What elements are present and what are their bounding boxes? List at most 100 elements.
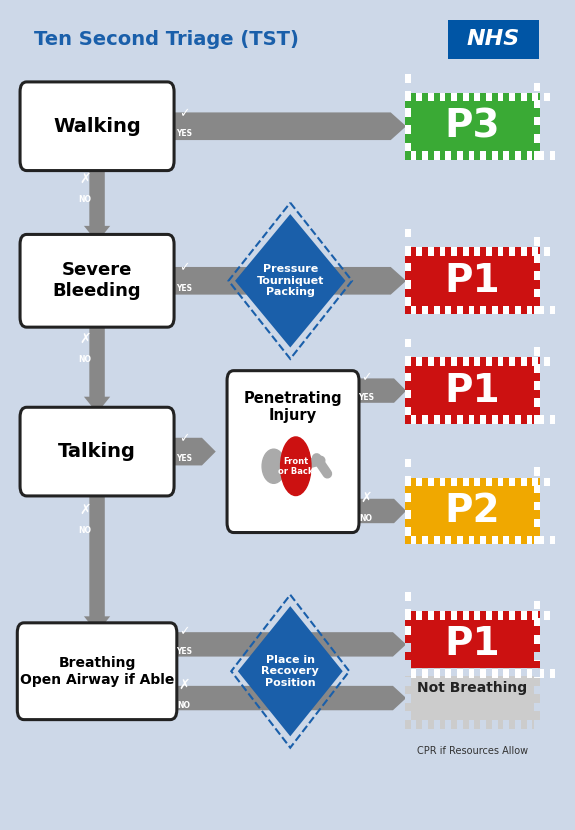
Text: P1: P1: [444, 261, 500, 300]
Bar: [451, 611, 457, 619]
Bar: [497, 93, 503, 101]
Text: ✓: ✓: [179, 107, 189, 120]
Bar: [492, 720, 497, 729]
Bar: [439, 477, 446, 486]
Bar: [515, 415, 521, 424]
Bar: [486, 93, 492, 101]
Bar: [532, 477, 538, 486]
Bar: [439, 357, 446, 366]
Bar: [405, 609, 411, 618]
Bar: [474, 611, 480, 619]
Text: Front
or Back: Front or Back: [278, 457, 313, 476]
Bar: [434, 669, 439, 678]
Bar: [405, 459, 411, 467]
Bar: [428, 477, 434, 486]
Bar: [550, 536, 555, 544]
Bar: [538, 720, 544, 729]
Bar: [463, 93, 469, 101]
Text: Walking: Walking: [53, 117, 141, 136]
Bar: [527, 151, 532, 159]
Polygon shape: [352, 378, 406, 403]
Bar: [544, 477, 550, 486]
FancyBboxPatch shape: [20, 408, 174, 496]
Bar: [405, 611, 540, 678]
Bar: [474, 477, 480, 486]
Bar: [486, 357, 492, 366]
Bar: [457, 720, 463, 729]
Bar: [405, 390, 411, 398]
Bar: [405, 355, 411, 364]
Bar: [480, 415, 486, 424]
Bar: [503, 536, 509, 544]
FancyArrowPatch shape: [317, 458, 327, 474]
Bar: [405, 711, 411, 720]
FancyArrowPatch shape: [286, 461, 321, 470]
Bar: [509, 357, 515, 366]
Bar: [509, 667, 515, 676]
Bar: [422, 536, 428, 544]
Bar: [534, 134, 540, 143]
Bar: [405, 477, 540, 544]
Bar: [405, 643, 411, 652]
Polygon shape: [167, 437, 216, 466]
Bar: [534, 519, 540, 527]
Bar: [534, 601, 540, 609]
Bar: [532, 93, 538, 101]
Bar: [503, 415, 509, 424]
Bar: [405, 247, 540, 314]
Bar: [405, 593, 411, 601]
Bar: [416, 247, 422, 256]
Bar: [538, 536, 544, 544]
Polygon shape: [84, 486, 110, 632]
Bar: [497, 357, 503, 366]
Bar: [532, 611, 538, 619]
Bar: [509, 93, 515, 101]
Text: Severe
Bleeding: Severe Bleeding: [53, 261, 141, 300]
Bar: [439, 611, 446, 619]
Bar: [405, 93, 411, 101]
Bar: [503, 669, 509, 678]
Text: NO: NO: [78, 525, 91, 535]
Text: YES: YES: [358, 393, 374, 403]
Bar: [521, 357, 527, 366]
Bar: [544, 247, 550, 256]
Bar: [422, 151, 428, 159]
Bar: [550, 305, 555, 314]
Text: YES: YES: [176, 284, 192, 293]
Bar: [544, 611, 550, 619]
Bar: [416, 357, 422, 366]
Bar: [480, 305, 486, 314]
Bar: [405, 643, 411, 652]
Bar: [457, 415, 463, 424]
Bar: [550, 720, 555, 729]
Text: ✓: ✓: [179, 261, 189, 274]
Bar: [411, 536, 416, 544]
Text: NO: NO: [78, 194, 91, 203]
Bar: [521, 247, 527, 256]
Bar: [405, 667, 540, 729]
Bar: [411, 151, 416, 159]
Bar: [474, 357, 480, 366]
Bar: [405, 510, 411, 519]
Bar: [492, 669, 497, 678]
Bar: [550, 415, 555, 424]
Bar: [405, 527, 411, 536]
Bar: [411, 720, 416, 729]
Bar: [447, 20, 539, 59]
Bar: [544, 667, 550, 676]
Bar: [434, 305, 439, 314]
Bar: [527, 720, 532, 729]
Bar: [515, 305, 521, 314]
Bar: [497, 667, 503, 676]
Bar: [534, 686, 540, 695]
Bar: [405, 109, 411, 117]
Bar: [422, 720, 428, 729]
Bar: [411, 669, 416, 678]
Bar: [463, 357, 469, 366]
Bar: [469, 415, 474, 424]
Bar: [434, 415, 439, 424]
Bar: [422, 305, 428, 314]
Bar: [480, 151, 486, 159]
Bar: [446, 536, 451, 544]
Bar: [509, 477, 515, 486]
